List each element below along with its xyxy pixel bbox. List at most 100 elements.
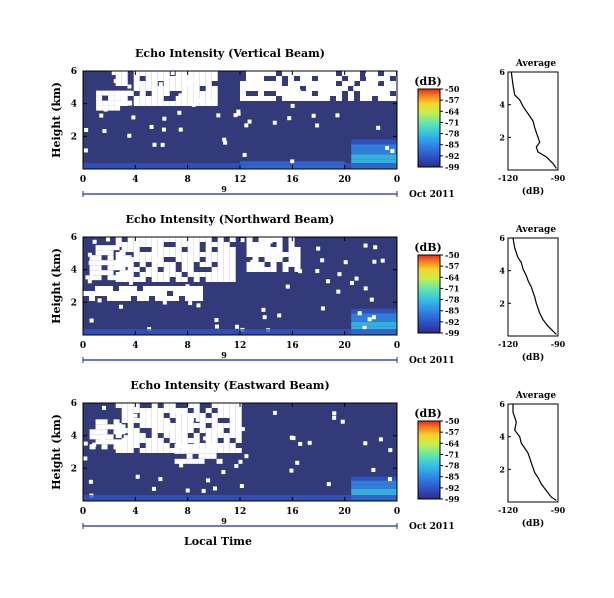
speckle [111, 71, 116, 76]
no-echo-cell [115, 237, 122, 242]
no-echo-cell [181, 267, 188, 272]
no-echo-cell [155, 286, 161, 291]
speckle [238, 459, 243, 464]
x-tick-label: 4 [132, 175, 138, 185]
no-echo-cell [211, 428, 218, 433]
no-echo-cell [282, 91, 288, 96]
no-echo-cell [127, 408, 134, 413]
no-echo-cell [235, 408, 242, 413]
speckle [380, 258, 385, 263]
no-echo-cell [192, 458, 199, 464]
no-echo-cell [205, 71, 212, 76]
no-echo-cell [223, 443, 230, 448]
no-echo-cell [211, 413, 218, 418]
no-echo-cell [89, 434, 96, 440]
no-echo-cell [121, 71, 128, 76]
no-echo-cell [127, 433, 134, 438]
no-echo-cell [187, 96, 194, 101]
colorbar-tick-label: -57 [445, 261, 459, 271]
no-echo-cell [348, 71, 354, 76]
no-echo-cell [211, 86, 218, 91]
no-echo-cell [163, 86, 170, 91]
profile-x-tick-label: -90 [551, 173, 566, 183]
no-echo-cell [205, 96, 212, 101]
colorbar-tick-label: -92 [445, 317, 459, 327]
x-tick-label: 0 [80, 507, 86, 517]
no-echo-cell [175, 428, 182, 433]
no-echo-cell [127, 438, 134, 443]
no-echo-cell [246, 247, 253, 252]
no-echo-cell [193, 408, 200, 413]
no-echo-cell [264, 242, 271, 247]
no-echo-cell [145, 272, 152, 277]
speckle [184, 80, 189, 85]
profile-frame [507, 403, 559, 503]
no-echo-cell [229, 448, 236, 453]
no-echo-cell [121, 418, 128, 423]
no-echo-cell [101, 434, 108, 440]
no-echo-cell [193, 403, 200, 408]
colorbar-tick-label: -92 [445, 151, 459, 161]
profile-title: Average [515, 391, 556, 401]
speckle [307, 440, 312, 445]
no-echo-cell [181, 438, 188, 443]
no-echo-cell [384, 76, 390, 81]
no-echo-cell [163, 101, 170, 106]
no-echo-cell [229, 272, 236, 277]
no-echo-cell [121, 438, 128, 443]
speckle [390, 149, 395, 154]
no-echo-cell [107, 260, 114, 266]
speckle [290, 103, 295, 108]
no-echo-cell [258, 71, 264, 76]
profile-frame [507, 237, 559, 337]
no-echo-cell [258, 81, 264, 86]
x-tick-label: 0 [80, 341, 86, 351]
no-echo-cell [186, 448, 193, 454]
panel-2: Echo Intensity (Eastward Beam) 6 4 2 Height … [50, 379, 566, 548]
colorbar-tick-label: -99 [445, 328, 460, 338]
no-echo-cell [115, 76, 122, 81]
no-echo-cell [294, 252, 301, 257]
no-echo-cell [270, 247, 277, 252]
no-echo-cell [163, 81, 170, 86]
no-echo-cell [133, 418, 140, 423]
no-echo-cell [181, 242, 188, 247]
no-echo-cell [294, 257, 301, 262]
speckle [250, 259, 255, 264]
no-echo-cell [205, 277, 212, 282]
no-echo-cell [318, 71, 324, 76]
no-echo-cell [306, 86, 312, 91]
no-echo-cell [169, 438, 176, 443]
colorbar-tick-label: -85 [445, 140, 459, 150]
no-echo-cell [330, 81, 336, 86]
no-echo-cell [330, 76, 336, 81]
no-echo-cell [131, 286, 137, 291]
speckle [301, 72, 306, 77]
no-echo-cell [235, 428, 242, 433]
no-echo-cell [95, 250, 102, 256]
no-echo-cell [229, 403, 236, 408]
no-echo-cell [145, 96, 152, 101]
no-echo-cell [193, 247, 200, 252]
no-echo-cell [205, 433, 212, 438]
no-echo-cell [288, 91, 294, 96]
colorbar-tick-label: -99 [445, 494, 460, 504]
no-echo-cell [217, 257, 224, 262]
x-tick-label: 0 [80, 175, 86, 185]
no-echo-cell [139, 96, 146, 101]
x-tick-label: 12 [234, 175, 247, 185]
no-echo-cell [127, 272, 134, 277]
echo-region-4-band-5 [351, 308, 397, 314]
colorbar-label: (dB) [414, 241, 441, 254]
no-echo-cell [173, 296, 179, 301]
no-echo-cell [210, 443, 217, 449]
no-echo-cell [288, 81, 294, 86]
no-echo-cell [127, 403, 134, 408]
speckle [214, 318, 219, 323]
no-echo-cell [119, 286, 125, 291]
no-echo-cell [288, 257, 295, 262]
no-echo-cell [270, 81, 276, 86]
speckle [83, 456, 88, 461]
no-echo-cell [193, 237, 200, 242]
speckle [178, 409, 183, 414]
